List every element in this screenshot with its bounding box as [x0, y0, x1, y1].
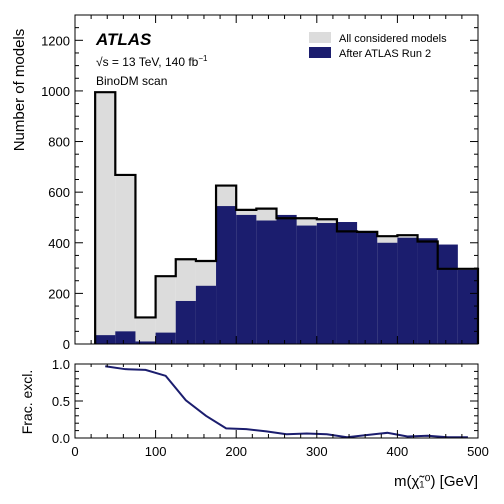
- after-run2-bar: [417, 238, 438, 344]
- atlas-label: ATLAS: [95, 30, 152, 49]
- after-run2-bar: [437, 244, 458, 344]
- all-models-bar: [115, 174, 136, 344]
- main-histogram-panel: 0 200 400 600 800 1000 1200 Number of models A…: [11, 14, 480, 352]
- all-models-bar: [135, 317, 156, 344]
- after-run2-bar: [115, 331, 136, 344]
- after-run2-bar: [95, 335, 116, 344]
- after-run2-bar: [216, 206, 237, 344]
- all-models-bar: [155, 276, 176, 344]
- after-run2-bar: [377, 242, 398, 344]
- y-tick-label-top: 0: [63, 337, 70, 352]
- legend-swatch-after-run2: [309, 47, 331, 58]
- y-tick-label-top: 800: [48, 135, 70, 150]
- legend-label-after-run2: After ATLAS Run 2: [339, 48, 431, 60]
- x-tick-label: 500: [467, 444, 489, 459]
- y-tick-label-top: 1200: [41, 33, 70, 48]
- after-run2-bar: [236, 214, 257, 344]
- after-run2-bar: [276, 214, 297, 344]
- x-tick-label: 0: [71, 444, 78, 459]
- all-models-bar: [95, 92, 116, 344]
- after-run2-bar: [296, 225, 317, 344]
- x-tick-label: 400: [387, 444, 409, 459]
- fraction-excluded-line: [105, 365, 468, 439]
- y-tick-label-top: 200: [48, 286, 70, 301]
- x-tick-label: 300: [306, 444, 328, 459]
- y-axis-label-top: Number of models: [11, 29, 28, 152]
- all-models-outline: [94, 91, 480, 344]
- x-tick-label: 200: [225, 444, 247, 459]
- svg-text:√s = 13 TeV, 140 fb−1: √s = 13 TeV, 140 fb−1: [96, 54, 208, 69]
- after-run2-bar: [155, 332, 176, 344]
- y-tick-label-bottom: 1.0: [52, 357, 70, 372]
- x-axis-label: m(χ̃₁⁰) [GeV]: [394, 473, 478, 490]
- after-run2-bar: [195, 285, 217, 344]
- ratio-plot-frame: [74, 363, 479, 439]
- y-tick-label-top: 1000: [41, 84, 70, 99]
- y-tick-label-top: 400: [48, 236, 70, 251]
- y-tick-label-bottom: 0.5: [52, 394, 70, 409]
- after-run2-bar: [397, 237, 418, 344]
- legend-swatch-all-models: [309, 32, 331, 43]
- after-run2-bar: [457, 269, 478, 344]
- ratio-panel: 0.0 0.5 1.0 0 100 200 300 400 500 Frac. excl. m…: [19, 357, 489, 490]
- x-tick-label: 100: [145, 444, 167, 459]
- after-run2-bar: [135, 341, 156, 344]
- y-tick-label-top: 600: [48, 185, 70, 200]
- after-run2-bar: [175, 300, 196, 344]
- lumi-exponent: −1: [198, 54, 208, 63]
- legend: All considered models After ATLAS Run 2: [309, 32, 447, 60]
- after-run2-bar: [256, 220, 277, 344]
- scan-label: BinoDM scan: [96, 74, 167, 88]
- legend-label-all-models: All considered models: [339, 33, 447, 45]
- energy-label: √s = 13 TeV, 140 fb: [96, 55, 199, 69]
- after-run2-bar: [316, 223, 337, 344]
- y-axis-label-bottom: Frac. excl.: [19, 370, 35, 435]
- after-run2-bar: [357, 232, 378, 344]
- y-tick-label-bottom: 0.0: [52, 431, 70, 446]
- after-run2-bar: [336, 222, 358, 344]
